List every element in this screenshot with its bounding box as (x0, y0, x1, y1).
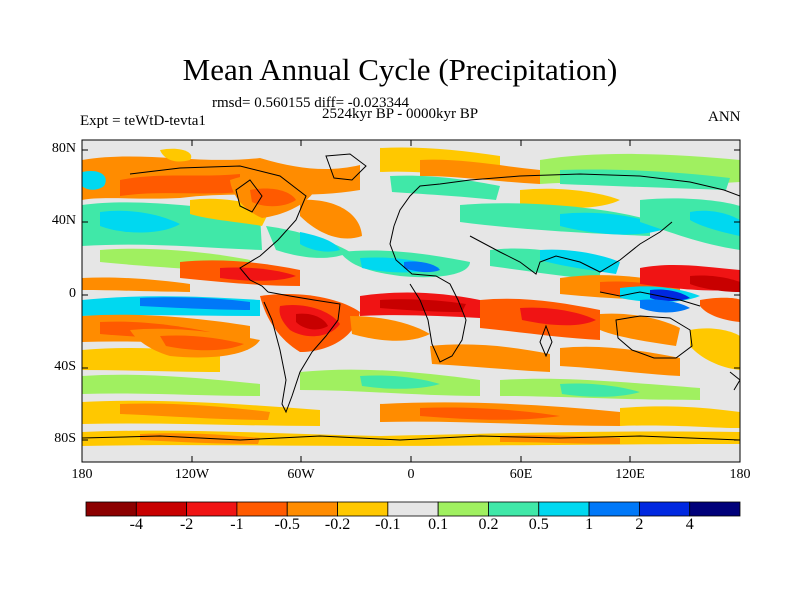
field-patch (690, 210, 740, 236)
field-patch (120, 174, 240, 196)
field-patch (640, 299, 690, 313)
experiment-label: Expt = teWtD-tevta1 (80, 113, 206, 129)
field-patch (420, 407, 560, 420)
field-patch (100, 210, 180, 233)
colorbar-label: -1 (230, 516, 244, 533)
precipitation-field (82, 140, 740, 462)
field-patch (160, 148, 192, 162)
lon-tick-label: 180 (729, 467, 751, 482)
lat-tick-marks (82, 149, 740, 441)
colorbar-swatch (387, 501, 439, 517)
lon-tick-label: 0 (407, 467, 415, 482)
lon-tick-label: 120W (174, 467, 210, 482)
lat-tick-label: 80S (54, 431, 76, 446)
colorbar-label: 0.2 (478, 516, 499, 533)
field-patch (420, 159, 540, 184)
colorbar-label: -0.2 (324, 516, 351, 533)
map-title: Mean Annual Cycle (Precipitation) (182, 52, 618, 87)
colorbar (85, 501, 741, 517)
season-label: ANN (708, 109, 741, 125)
lon-tick-label: 60W (287, 467, 315, 482)
field-patch (560, 383, 640, 397)
field-patch (700, 297, 740, 322)
colorbar-label: -2 (179, 516, 194, 533)
field-patch (82, 277, 190, 292)
colorbar-label: 2 (635, 516, 644, 533)
rmsd-diff-stats: rmsd= 0.560155 diff= -0.023344 (212, 95, 410, 111)
colorbar-swatch (135, 501, 188, 517)
colorbar-label: 1 (585, 516, 594, 533)
colorbar-swatch (286, 501, 338, 517)
lon-tick-label: 60E (509, 467, 533, 482)
field-patch (360, 375, 440, 389)
field-patch (520, 307, 596, 326)
lat-tick-label: 40S (54, 359, 76, 374)
colorbar-swatch (588, 501, 640, 517)
colorbar-label: -0.5 (274, 516, 300, 533)
colorbar-swatch (437, 501, 489, 517)
field-patch (82, 170, 106, 190)
colorbar-label: 0.1 (428, 516, 449, 533)
colorbar-swatch (186, 501, 238, 517)
field-patch (560, 212, 668, 235)
colorbar-swatch (689, 501, 741, 517)
field-patch (430, 344, 550, 372)
field-patch (560, 346, 680, 376)
field-patch (140, 297, 250, 310)
field-patch (690, 328, 740, 370)
lon-tick-marks (81, 140, 741, 462)
field-patch (300, 199, 362, 239)
field-patch (220, 267, 296, 281)
colorbar-swatch (488, 501, 540, 517)
field-patch (390, 175, 500, 200)
field-patch (250, 188, 296, 207)
colorbar-swatch (337, 501, 389, 517)
field-patch (520, 188, 620, 209)
field-patch (690, 275, 740, 292)
colorbar-label: 0.5 (528, 516, 549, 533)
field-patch (640, 198, 740, 250)
colorbar-label: 4 (685, 516, 694, 533)
lat-tick-label: 80N (51, 141, 76, 156)
field-patch (82, 374, 260, 396)
field-patch (296, 313, 328, 330)
lat-tick-label: 0 (69, 286, 76, 301)
colorbar-swatch (236, 501, 288, 517)
period-label: 2524kyr BP - 0000kyr BP (322, 106, 479, 122)
field-patch (620, 406, 740, 428)
lon-tick-label: 180 (71, 467, 93, 482)
field-patch (140, 433, 260, 444)
colorbar-label: -4 (129, 516, 143, 533)
colorbar-swatch (538, 501, 590, 517)
colorbar-swatch (638, 501, 691, 517)
coastlines (82, 153, 740, 441)
lon-tick-label: 120E (615, 467, 645, 482)
colorbar-swatch (85, 501, 137, 517)
field-patch (650, 289, 690, 301)
field-patch (380, 299, 466, 312)
field-patch (600, 313, 680, 346)
field-patch (160, 335, 244, 351)
lat-tick-label: 40N (51, 213, 76, 228)
field-patch (350, 316, 430, 341)
field-patch (300, 232, 340, 252)
field-patch (120, 403, 270, 420)
field-patch (404, 261, 440, 273)
colorbar-label: -0.1 (375, 516, 401, 533)
